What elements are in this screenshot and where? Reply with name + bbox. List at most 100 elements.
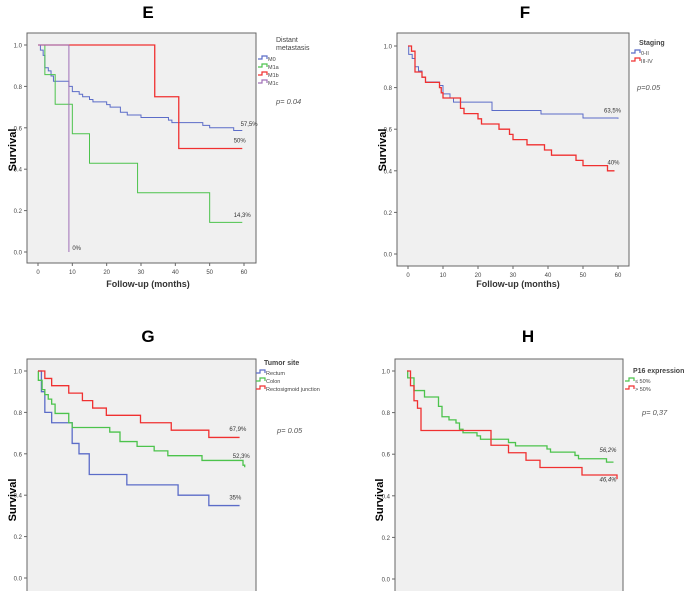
panel-f: F 0.0 0.2 0.4 0.6 0.8 1.0 0 10 20 30 40 50 60 Survival…: [377, 3, 665, 289]
y-tick-label: 0.8: [14, 411, 23, 417]
legend-swatch: [256, 385, 266, 390]
y-tick-label: 0.0: [14, 577, 23, 583]
legend-label: ≤ 50%: [635, 379, 651, 385]
p-value: p= 0,37: [641, 408, 668, 417]
legend-title: metastasis: [276, 45, 310, 52]
y-tick-label: 0.2: [14, 209, 23, 215]
x-tick-label: 0: [406, 273, 410, 279]
x-tick-label: 0: [36, 270, 40, 276]
y-tick-label: 0.6: [14, 452, 23, 458]
y-tick-label: 0.8: [382, 411, 391, 417]
y-tick-label: 0.6: [384, 128, 393, 134]
survival-curve-1: [38, 44, 243, 223]
end-label: 63,5%: [604, 109, 622, 115]
survival-curve-1: [408, 45, 615, 172]
panel-h: H 0.0 0.2 0.4 0.6 0.8 1.0 Survival 56,2% 46,4% P16…: [374, 327, 684, 591]
x-tick-label: 40: [545, 273, 552, 279]
survival-curve-2: [38, 370, 240, 439]
legend-swatch: [258, 71, 268, 76]
y-tick-label: 1.0: [14, 370, 23, 376]
end-label: 0%: [72, 246, 81, 252]
legend-swatch: [631, 49, 641, 54]
panel-g: G 0.0 0.2 0.4 0.6 0.8 1.0 Survival 35% 52,3% 67,9%…: [7, 327, 320, 591]
legend-title: Tumor site: [264, 360, 299, 367]
y-tick-label: 0.2: [14, 535, 23, 541]
survival-curve-1: [37, 370, 246, 468]
legend-title: Distant: [276, 37, 298, 44]
p-value: p= 0.05: [276, 426, 303, 435]
y-tick-label: 1.0: [384, 45, 393, 51]
legend-swatch: [258, 55, 268, 60]
x-tick-label: 60: [615, 273, 622, 279]
end-label: 35%: [229, 495, 242, 501]
panel-title: G: [141, 327, 154, 346]
y-tick-label: 0.0: [14, 251, 23, 257]
legend-label: 0-II: [641, 51, 649, 57]
y-axis-label: Survival: [7, 479, 19, 522]
end-label: 52,3%: [233, 454, 251, 460]
y-tick-label: 0.0: [384, 253, 393, 259]
x-tick-label: 40: [172, 270, 179, 276]
x-tick-label: 20: [103, 270, 110, 276]
y-tick-label: 0.2: [384, 211, 393, 217]
end-label: 40%: [608, 161, 621, 167]
legend-label: > 50%: [635, 387, 651, 393]
y-axis-label: Survival: [374, 479, 386, 522]
survival-curve-1: [407, 370, 618, 480]
y-tick-label: 0.8: [384, 86, 393, 92]
legend-title: P16 expression: [633, 368, 684, 375]
p-value: p= 0.04: [275, 97, 301, 106]
panel-title: H: [522, 327, 534, 346]
legend-label: M0: [268, 57, 276, 63]
end-label: 46,4%: [600, 477, 618, 483]
end-label: 56,2%: [600, 448, 618, 454]
end-label: 57,5%: [241, 122, 259, 128]
survival-curve-0: [38, 44, 243, 131]
x-axis-label: Follow-up (months): [476, 279, 559, 289]
legend-swatch: [625, 385, 635, 390]
x-tick-label: 10: [69, 270, 76, 276]
panel-title: F: [520, 3, 530, 22]
legend-swatch: [258, 79, 268, 84]
legend-swatch: [256, 369, 266, 374]
x-tick-label: 50: [580, 273, 587, 279]
y-tick-label: 0.8: [14, 85, 23, 91]
y-tick-label: 1.0: [382, 370, 391, 376]
y-tick-label: 0.6: [14, 126, 23, 132]
y-axis-label: Survival: [377, 129, 389, 172]
end-label: 67,9%: [229, 427, 247, 433]
y-tick-label: 0.0: [382, 578, 391, 584]
legend-label: III-IV: [641, 59, 653, 65]
legend-swatch: [631, 57, 641, 62]
x-tick-label: 10: [440, 273, 447, 279]
legend-label: M1a: [268, 65, 280, 71]
legend-swatch: [258, 63, 268, 68]
y-tick-label: 0.6: [382, 453, 391, 459]
end-label: 14,3%: [234, 213, 252, 219]
legend-swatch: [256, 377, 266, 382]
y-axis-label: Survival: [7, 129, 19, 172]
panel-e: E 0.0 0.2 0.4 0.6 0.8 1.0 0 10 20 30 40 50 60 Survival…: [7, 3, 310, 289]
survival-curve-3: [38, 44, 70, 252]
y-tick-label: 0.4: [14, 494, 23, 500]
survival-curve-2: [38, 44, 243, 150]
end-label: 50%: [234, 138, 247, 144]
y-tick-label: 0.4: [384, 169, 393, 175]
survival-curve-0: [407, 370, 614, 463]
x-tick-label: 20: [475, 273, 482, 279]
y-tick-label: 0.4: [14, 168, 23, 174]
legend-label: Colon: [266, 379, 280, 385]
x-axis-label: Follow-up (months): [106, 279, 189, 289]
x-tick-label: 60: [241, 270, 248, 276]
legend-label: Rectosigmoid junction: [266, 387, 320, 393]
legend-label: Rectum: [266, 371, 285, 377]
p-value: p=0.05: [636, 83, 661, 92]
y-tick-label: 1.0: [14, 44, 23, 50]
plot-area: [396, 32, 630, 267]
legend-label: M1c: [268, 81, 279, 87]
legend-label: M1b: [268, 73, 279, 79]
y-tick-label: 0.2: [382, 536, 391, 542]
plot-area: [26, 358, 257, 591]
